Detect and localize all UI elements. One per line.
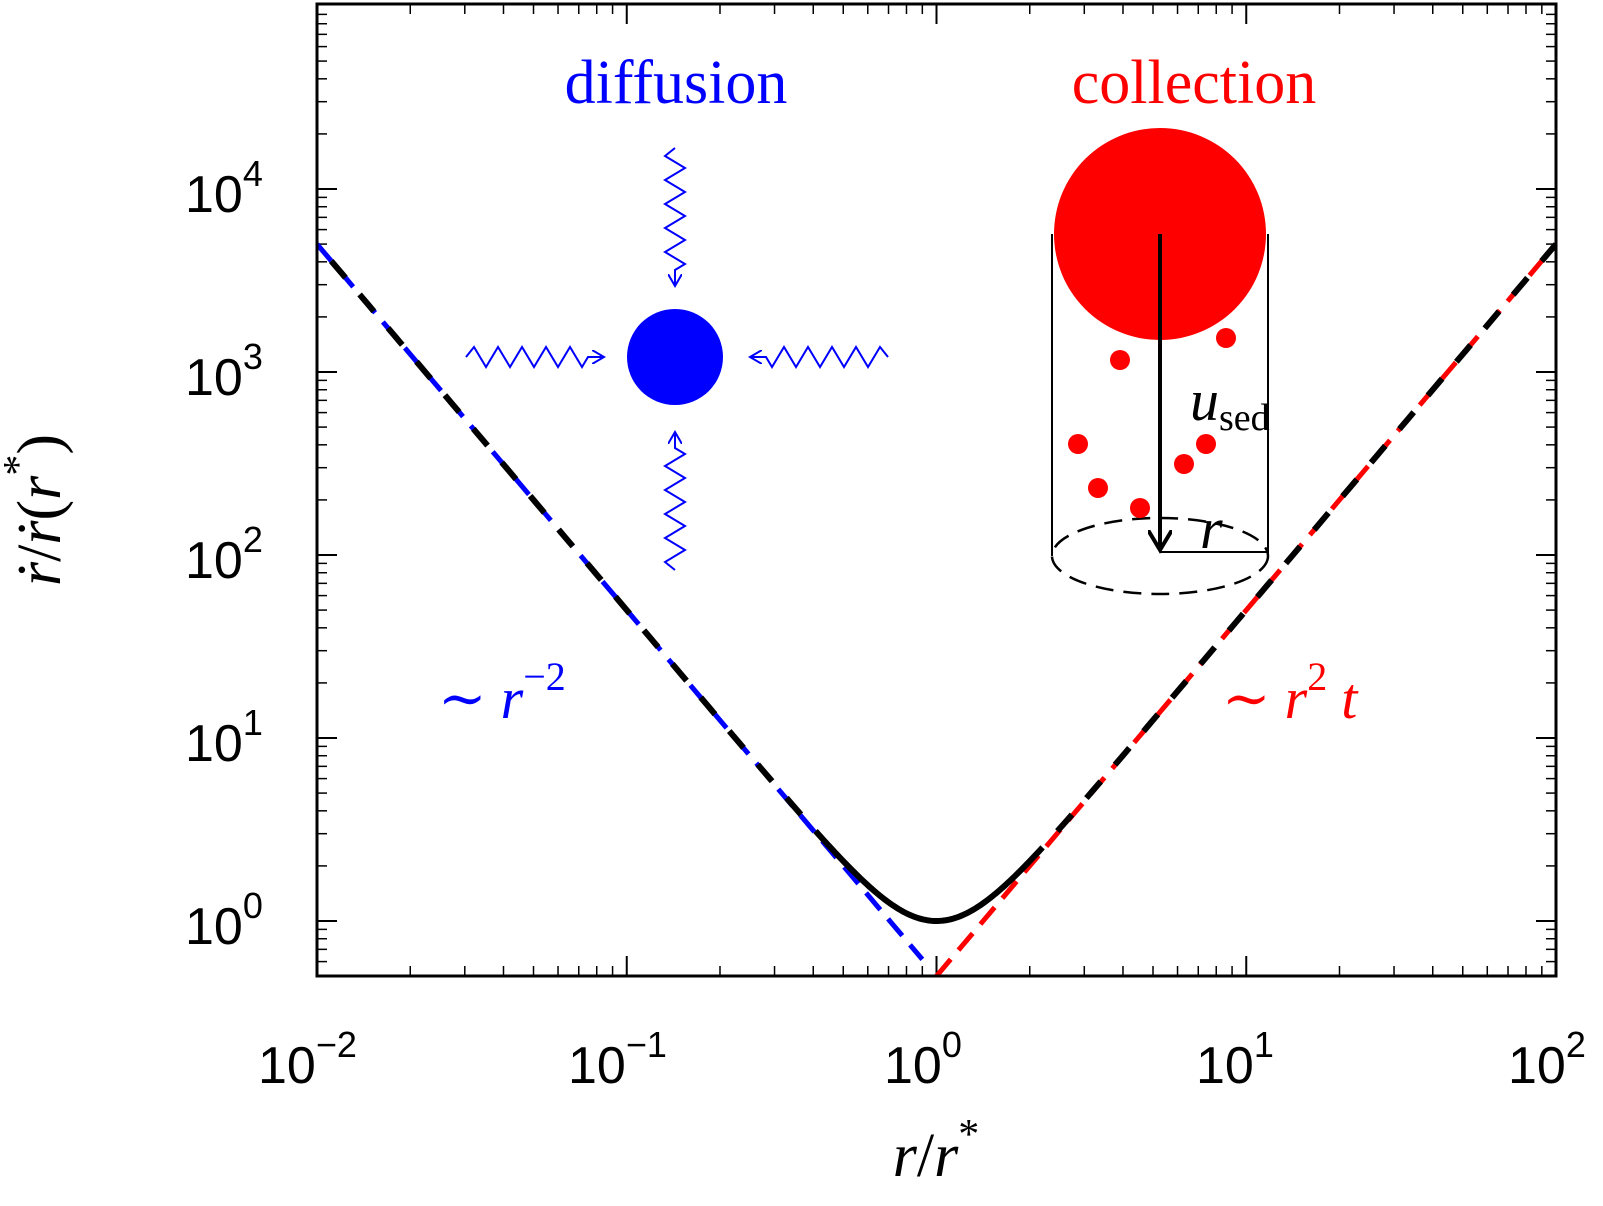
- droplet-6: [1088, 478, 1108, 498]
- minor-ticks: [317, 4, 1556, 976]
- y-tick-label-3: 103: [185, 336, 263, 407]
- y-tick-label-1: 101: [185, 702, 263, 773]
- y-tick-label-0: 100: [185, 885, 263, 956]
- diffusion-arrow-right: [750, 345, 889, 369]
- y-tick-label-2: 102: [185, 519, 263, 590]
- diffusion-particle: [627, 309, 723, 405]
- right-slope-label: ∼ r2 t: [1222, 654, 1359, 731]
- y-tick-labels: 100 101 102 103 104: [185, 153, 263, 956]
- u-sed-label: used: [1190, 368, 1270, 439]
- x-tick-label-4: 102: [1508, 1024, 1586, 1095]
- droplet-5: [1174, 454, 1194, 474]
- diffusion-title: diffusion: [565, 49, 788, 117]
- series-group: [317, 242, 1556, 976]
- series-total-right: [1040, 242, 1556, 850]
- x-tick-label-2: 100: [884, 1024, 962, 1095]
- diffusion-arrow-top: [663, 147, 687, 286]
- cylinder-base: [1050, 516, 1270, 596]
- y-tick-label-4: 104: [185, 153, 263, 224]
- x-axis-label: r/r*: [893, 1112, 980, 1190]
- series-total-left: [317, 242, 832, 848]
- droplet-1: [1110, 350, 1130, 370]
- diffusion-arrow-bottom: [663, 432, 687, 571]
- series-collection-asymptote: [934, 242, 1556, 976]
- collection-title: collection: [1072, 49, 1316, 117]
- x-tick-labels: 10−2 10−1 100 101 102: [258, 1024, 1586, 1095]
- y-axis-label: ṙ/ṙ(r*): [0, 434, 74, 586]
- collection-inset: collection used r: [1050, 49, 1316, 596]
- cylinder-radius-label: r: [1200, 496, 1223, 561]
- plot-frame: [315, 2, 1558, 978]
- droplet-2: [1216, 328, 1236, 348]
- droplet-3: [1068, 434, 1088, 454]
- major-ticks: [316, 4, 1557, 976]
- diffusion-arrow-left: [465, 345, 604, 369]
- x-tick-label-0: 10−2: [258, 1024, 357, 1095]
- droplet-4: [1196, 434, 1216, 454]
- left-slope-label: ∼ r−2: [438, 654, 566, 731]
- diffusion-inset: diffusion: [465, 49, 889, 571]
- x-tick-label-3: 101: [1196, 1024, 1274, 1095]
- droplet-7: [1130, 498, 1150, 518]
- x-tick-label-1: 10−1: [568, 1024, 667, 1095]
- series-total-mid: [826, 843, 1045, 925]
